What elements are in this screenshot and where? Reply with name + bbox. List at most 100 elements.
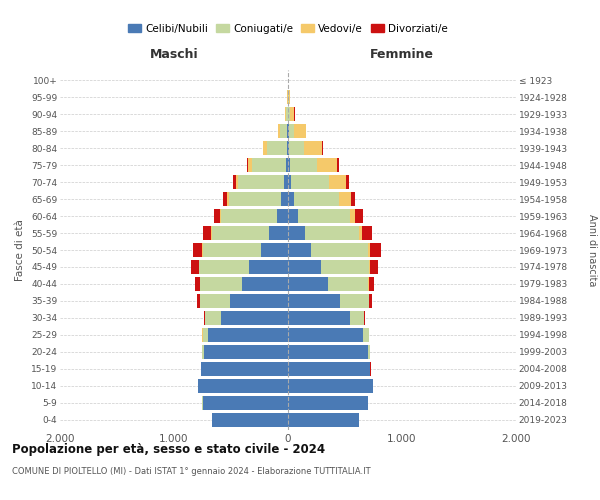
Text: Femmine: Femmine <box>370 48 434 60</box>
Bar <box>203 226 211 240</box>
Bar <box>197 294 200 308</box>
Bar <box>294 124 306 138</box>
Bar <box>311 243 368 257</box>
Bar <box>362 226 372 240</box>
Bar <box>251 158 286 172</box>
Bar <box>191 260 199 274</box>
Bar <box>288 141 289 156</box>
Bar <box>288 260 321 274</box>
Bar <box>203 328 208 342</box>
Bar <box>263 141 267 156</box>
Bar <box>369 276 374 291</box>
Bar <box>203 243 260 257</box>
Text: Anni di nascita: Anni di nascita <box>587 214 597 286</box>
Bar <box>288 226 305 240</box>
Bar <box>286 158 288 172</box>
Bar <box>220 209 221 224</box>
Bar <box>269 226 288 240</box>
Bar <box>193 243 202 257</box>
Bar <box>288 362 370 376</box>
Bar <box>223 192 227 206</box>
Bar <box>321 260 369 274</box>
Bar <box>317 158 337 172</box>
Bar <box>236 175 238 190</box>
Bar <box>290 107 295 122</box>
Bar <box>284 175 288 190</box>
Y-axis label: Fasce di età: Fasce di età <box>16 219 25 281</box>
Bar <box>202 362 288 376</box>
Bar <box>233 175 236 190</box>
Text: Popolazione per età, sesso e stato civile - 2024: Popolazione per età, sesso e stato civil… <box>12 442 325 456</box>
Bar <box>289 124 294 138</box>
Bar <box>203 396 288 410</box>
Bar <box>242 276 288 291</box>
Bar <box>287 141 288 156</box>
Text: COMUNE DI PIOLTELLO (MI) - Dati ISTAT 1° gennaio 2024 - Elaborazione TUTTITALIA.: COMUNE DI PIOLTELLO (MI) - Dati ISTAT 1°… <box>12 468 371 476</box>
Bar <box>350 209 355 224</box>
Bar <box>298 209 350 224</box>
Bar <box>198 378 288 393</box>
Bar <box>286 107 287 122</box>
Bar <box>200 294 230 308</box>
Bar <box>364 310 365 325</box>
Bar <box>288 294 340 308</box>
Bar <box>289 141 304 156</box>
Bar <box>202 344 203 359</box>
Bar <box>329 175 346 190</box>
Bar <box>277 209 288 224</box>
Bar <box>289 90 290 104</box>
Bar <box>221 310 288 325</box>
Bar <box>288 243 311 257</box>
Bar <box>288 209 298 224</box>
Bar <box>208 328 288 342</box>
Bar <box>280 124 287 138</box>
Bar <box>212 226 269 240</box>
Bar <box>304 141 322 156</box>
Bar <box>292 175 329 190</box>
Bar <box>288 344 368 359</box>
Bar <box>278 124 280 138</box>
Bar <box>368 243 370 257</box>
Bar <box>359 226 362 240</box>
Bar <box>337 158 339 172</box>
Bar <box>294 192 339 206</box>
Bar <box>305 226 359 240</box>
Bar <box>195 276 200 291</box>
Bar <box>350 192 355 206</box>
Bar <box>211 226 212 240</box>
Bar <box>346 175 349 190</box>
Bar <box>328 276 368 291</box>
Bar <box>288 192 294 206</box>
Bar <box>212 412 288 427</box>
Bar <box>247 158 248 172</box>
Bar <box>363 328 369 342</box>
Bar <box>355 209 362 224</box>
Bar <box>288 175 292 190</box>
Bar <box>249 260 288 274</box>
Legend: Celibi/Nubili, Coniugati/e, Vedovi/e, Divorziati/e: Celibi/Nubili, Coniugati/e, Vedovi/e, Di… <box>124 20 452 38</box>
Bar <box>281 192 288 206</box>
Bar <box>368 344 370 359</box>
Bar <box>238 175 284 190</box>
Bar <box>288 378 373 393</box>
Bar <box>340 294 369 308</box>
Bar <box>199 260 249 274</box>
Bar <box>227 192 229 206</box>
Bar <box>260 243 288 257</box>
Bar <box>229 192 281 206</box>
Bar <box>288 124 289 138</box>
Bar <box>350 310 364 325</box>
Bar <box>288 412 359 427</box>
Bar <box>214 209 220 224</box>
Bar <box>248 158 251 172</box>
Bar <box>339 192 351 206</box>
Bar <box>290 158 317 172</box>
Bar <box>288 328 363 342</box>
Bar <box>370 243 381 257</box>
Bar <box>230 294 288 308</box>
Bar <box>221 209 277 224</box>
Bar <box>205 310 221 325</box>
Bar <box>288 276 328 291</box>
Text: Maschi: Maschi <box>149 48 199 60</box>
Bar <box>267 141 287 156</box>
